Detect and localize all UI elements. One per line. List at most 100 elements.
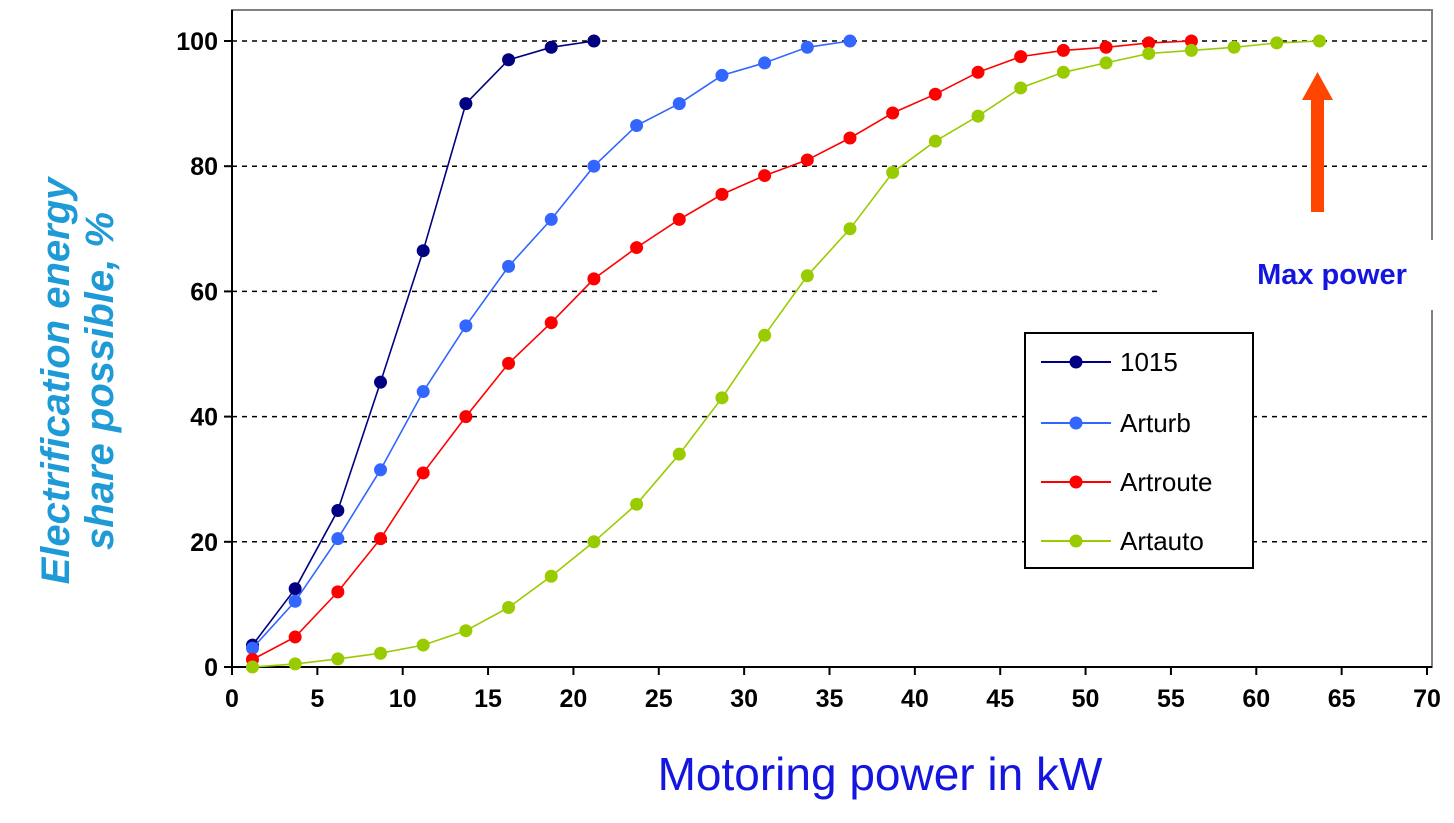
series-artauto bbox=[245, 34, 1326, 674]
annotation-label: Max power bbox=[1257, 259, 1407, 291]
y-axis-title-line-1: Electrification energy bbox=[34, 176, 78, 585]
data-point-artauto-12 bbox=[758, 328, 772, 342]
data-point-artauto-23 bbox=[1227, 40, 1241, 54]
data-point-artauto-13 bbox=[800, 269, 814, 283]
legend-marker-artroute bbox=[1069, 475, 1083, 489]
data-point-artauto-24 bbox=[1270, 36, 1284, 50]
y-axis-title-line-2: share possible, % bbox=[78, 212, 122, 550]
data-point-arturb-13 bbox=[800, 40, 814, 54]
data-point-artauto-18 bbox=[1014, 81, 1028, 95]
data-point-arturb-12 bbox=[758, 56, 772, 70]
data-point-artroute-14 bbox=[843, 131, 857, 145]
x-tick-label-65: 65 bbox=[1328, 685, 1356, 713]
data-point-artauto-5 bbox=[459, 624, 473, 638]
x-tick-label-20: 20 bbox=[560, 685, 588, 713]
data-point-artroute-19 bbox=[1056, 43, 1070, 57]
legend: 1015 Arturb Artroute Artauto bbox=[1024, 332, 1254, 569]
x-tick-label-35: 35 bbox=[816, 685, 844, 713]
y-tick-label-40: 40 bbox=[190, 404, 218, 432]
data-point-artroute-6 bbox=[502, 356, 516, 370]
y-tick-label-0: 0 bbox=[204, 654, 218, 682]
data-point-arturb-2 bbox=[331, 532, 345, 546]
legend-label-artroute: Artroute bbox=[1120, 467, 1213, 497]
y-axis-title: Electrification energy share possible, % bbox=[34, 176, 122, 585]
data-point-artauto-1 bbox=[288, 657, 302, 671]
data-point-arturb-6 bbox=[502, 259, 516, 273]
annotation-arrow-shaft bbox=[1311, 96, 1324, 212]
data-point-artroute-18 bbox=[1014, 50, 1028, 64]
data-point-artauto-15 bbox=[886, 165, 900, 179]
x-tick-label-45: 45 bbox=[986, 685, 1014, 713]
data-point-arturb-1 bbox=[288, 594, 302, 608]
annotation-backdrop bbox=[1160, 240, 1454, 310]
legend-label-arturb: Arturb bbox=[1120, 408, 1191, 438]
x-axis-title: Motoring power in kW bbox=[658, 748, 1103, 800]
legend-marker-1015 bbox=[1069, 355, 1083, 369]
data-point-arturb-14 bbox=[843, 34, 857, 48]
data-point-1015-7 bbox=[544, 40, 558, 54]
data-point-artauto-25 bbox=[1312, 34, 1326, 48]
x-tick-label-40: 40 bbox=[901, 685, 929, 713]
legend-item-artroute: Artroute bbox=[1041, 467, 1213, 497]
data-point-artauto-4 bbox=[416, 638, 430, 652]
data-point-arturb-9 bbox=[630, 119, 644, 133]
series-line-artauto bbox=[252, 40, 1320, 668]
series-arturb bbox=[245, 34, 857, 655]
x-tick-label-15: 15 bbox=[474, 685, 502, 713]
data-point-1015-3 bbox=[374, 375, 388, 389]
data-point-arturb-4 bbox=[416, 385, 430, 399]
data-point-artroute-10 bbox=[672, 212, 686, 226]
data-point-artroute-5 bbox=[459, 410, 473, 424]
x-tick-label-60: 60 bbox=[1242, 685, 1270, 713]
data-point-arturb-0 bbox=[245, 641, 259, 655]
annotation-arrow-head bbox=[1302, 72, 1333, 100]
data-point-artroute-3 bbox=[374, 532, 388, 546]
data-point-1015-2 bbox=[331, 504, 345, 517]
x-tick-label-5: 5 bbox=[310, 685, 324, 713]
legend-item-1015: 1015 bbox=[1041, 347, 1178, 377]
data-point-1015-6 bbox=[502, 53, 516, 67]
data-point-artroute-13 bbox=[800, 153, 814, 167]
data-point-artauto-16 bbox=[928, 134, 942, 148]
data-point-1015-4 bbox=[416, 244, 430, 258]
data-point-artauto-14 bbox=[843, 222, 857, 236]
data-point-artroute-9 bbox=[630, 241, 644, 255]
data-point-artauto-19 bbox=[1056, 65, 1070, 79]
data-point-artauto-8 bbox=[587, 535, 601, 549]
data-point-artroute-20 bbox=[1099, 40, 1113, 54]
y-tick-label-80: 80 bbox=[190, 153, 218, 181]
data-point-artroute-22 bbox=[1184, 34, 1198, 48]
data-point-artauto-11 bbox=[715, 391, 729, 405]
legend-marker-artauto bbox=[1069, 534, 1083, 548]
data-point-artroute-7 bbox=[544, 316, 558, 330]
legend-label-artauto: Artauto bbox=[1120, 526, 1204, 556]
data-point-artauto-10 bbox=[672, 447, 686, 461]
data-point-artroute-16 bbox=[928, 87, 942, 101]
legend-item-arturb: Arturb bbox=[1041, 408, 1191, 438]
data-point-artroute-12 bbox=[758, 169, 772, 183]
data-point-arturb-7 bbox=[544, 212, 558, 226]
data-point-1015-5 bbox=[459, 97, 473, 111]
data-point-artauto-22 bbox=[1184, 43, 1198, 57]
data-point-artroute-11 bbox=[715, 187, 729, 201]
data-series bbox=[245, 34, 1326, 674]
data-point-arturb-3 bbox=[374, 463, 388, 477]
data-point-artauto-2 bbox=[331, 652, 345, 666]
y-tick-label-60: 60 bbox=[190, 278, 218, 306]
series-1015 bbox=[245, 34, 601, 652]
data-point-arturb-5 bbox=[459, 319, 473, 333]
data-point-artauto-17 bbox=[971, 109, 985, 123]
data-point-arturb-8 bbox=[587, 159, 601, 173]
data-point-artroute-15 bbox=[886, 106, 900, 120]
y-tick-label-20: 20 bbox=[190, 529, 218, 557]
data-point-artauto-6 bbox=[502, 601, 516, 615]
data-point-artroute-2 bbox=[331, 585, 345, 599]
data-point-artauto-20 bbox=[1099, 56, 1113, 70]
x-tick-label-55: 55 bbox=[1157, 685, 1185, 713]
data-point-artroute-4 bbox=[416, 466, 430, 480]
data-point-artroute-1 bbox=[288, 630, 302, 644]
x-tick-label-50: 50 bbox=[1072, 685, 1100, 713]
x-tick-label-25: 25 bbox=[645, 685, 673, 713]
